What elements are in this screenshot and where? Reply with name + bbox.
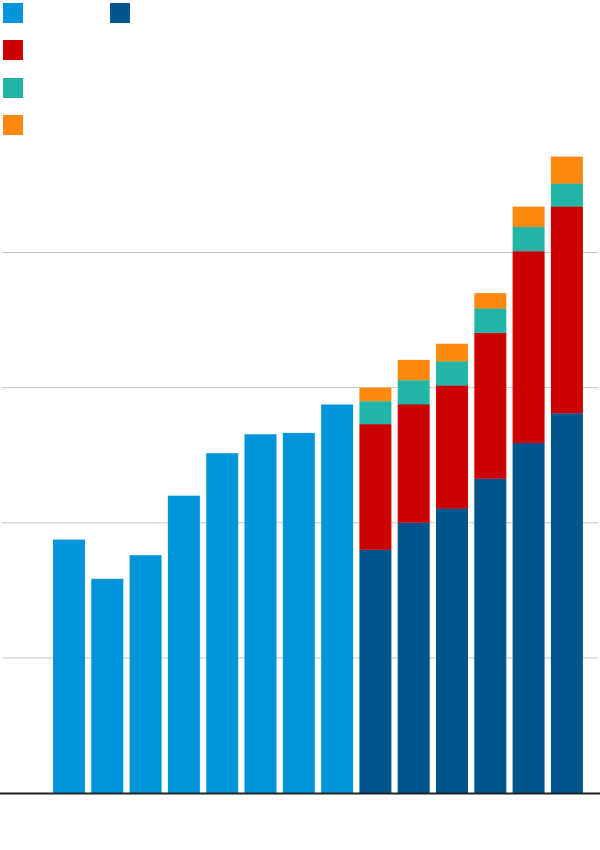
legend-swatch-1 [110, 3, 130, 23]
bar-11-series-2 [474, 332, 507, 479]
bar-11-series-1 [474, 478, 507, 793]
bar-11-series-3 [474, 308, 507, 333]
bar-1-series-0 [91, 578, 124, 793]
bar-13-series-1 [550, 413, 583, 793]
bar-3-series-0 [167, 495, 200, 793]
bar-8-series-4 [359, 387, 392, 402]
bar-8-series-3 [359, 401, 392, 425]
bar-10-series-3 [436, 361, 468, 386]
bar-10-series-1 [436, 508, 468, 793]
legend-swatch-3 [3, 78, 23, 98]
legend-swatch-0 [3, 3, 23, 23]
bar-7-series-0 [321, 404, 354, 793]
legend-swatch-4 [3, 115, 23, 135]
bar-2-series-0 [129, 555, 162, 793]
bar-10-series-4 [436, 343, 468, 362]
bar-9-series-1 [397, 522, 430, 793]
bar-10-series-2 [436, 385, 468, 509]
bar-12-series-4 [512, 206, 545, 227]
bar-9-series-4 [397, 359, 430, 381]
bar-11-series-4 [474, 293, 507, 309]
bar-9-series-2 [397, 404, 430, 523]
legend-swatch-2 [3, 40, 23, 60]
bar-12-series-1 [512, 443, 545, 793]
bar-4-series-0 [206, 453, 239, 793]
bar-13-series-3 [550, 183, 583, 207]
bar-9-series-3 [397, 380, 430, 405]
bar-13-series-4 [550, 156, 583, 184]
bar-6-series-0 [282, 432, 315, 793]
bar-5-series-0 [244, 434, 277, 793]
bar-12-series-2 [512, 251, 545, 444]
bar-0-series-0 [53, 539, 85, 793]
bar-13-series-2 [550, 206, 583, 414]
bar-12-series-3 [512, 226, 545, 252]
bar-8-series-2 [359, 424, 392, 550]
bar-8-series-1 [359, 549, 392, 793]
